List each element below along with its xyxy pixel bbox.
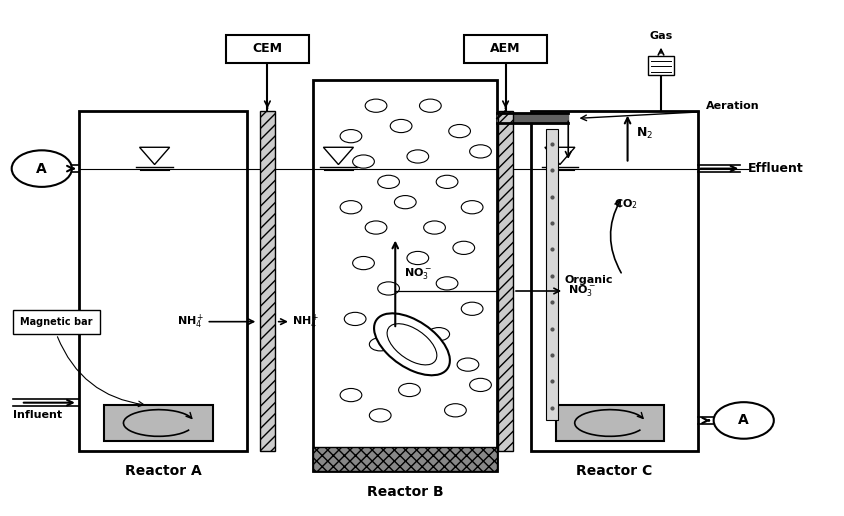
Circle shape: [12, 150, 72, 187]
Circle shape: [453, 241, 474, 254]
Circle shape: [428, 328, 450, 341]
Bar: [313, 447, 497, 471]
Bar: [313, 80, 497, 471]
Circle shape: [370, 337, 391, 351]
Bar: [13, 310, 100, 334]
Ellipse shape: [374, 313, 450, 375]
Text: Reactor A: Reactor A: [125, 464, 202, 478]
Circle shape: [436, 175, 458, 188]
Circle shape: [407, 251, 429, 265]
Text: Organic: Organic: [564, 276, 613, 285]
Text: CO$_2$: CO$_2$: [614, 197, 638, 211]
Text: Magnetic bar: Magnetic bar: [20, 317, 93, 327]
Text: Aeration: Aeration: [706, 101, 760, 111]
Text: NO$_3^-$: NO$_3^-$: [403, 266, 431, 281]
Circle shape: [407, 150, 429, 163]
Circle shape: [469, 378, 491, 392]
Circle shape: [714, 402, 774, 439]
Circle shape: [436, 277, 458, 290]
Circle shape: [340, 389, 362, 401]
Text: NO$_3^-$: NO$_3^-$: [568, 283, 596, 298]
Circle shape: [365, 99, 387, 112]
Bar: [647, 56, 674, 75]
Circle shape: [344, 312, 366, 326]
Circle shape: [390, 119, 412, 133]
Text: A: A: [36, 162, 47, 175]
Bar: [464, 35, 548, 62]
Circle shape: [353, 256, 375, 270]
Text: Influent: Influent: [13, 410, 62, 421]
Bar: [555, 405, 664, 441]
Text: NH$_4^+$: NH$_4^+$: [177, 313, 205, 331]
Bar: [546, 128, 558, 421]
Bar: [531, 111, 698, 451]
Circle shape: [353, 155, 375, 168]
Text: Reactor B: Reactor B: [367, 485, 444, 498]
Bar: [105, 405, 213, 441]
Circle shape: [340, 201, 362, 214]
Text: CEM: CEM: [252, 42, 283, 55]
Circle shape: [394, 196, 416, 209]
Text: Effluent: Effluent: [748, 162, 803, 175]
Circle shape: [370, 409, 391, 422]
Circle shape: [469, 145, 491, 158]
Bar: [260, 111, 275, 451]
Circle shape: [449, 124, 470, 138]
Bar: [498, 111, 513, 451]
Text: Gas: Gas: [649, 31, 673, 41]
Text: Reactor C: Reactor C: [576, 464, 652, 478]
Text: N$_2$: N$_2$: [636, 125, 653, 141]
Circle shape: [365, 221, 387, 234]
Circle shape: [462, 201, 483, 214]
Ellipse shape: [387, 324, 437, 365]
Bar: [225, 35, 309, 62]
Circle shape: [424, 221, 446, 234]
Circle shape: [398, 383, 420, 397]
Bar: [79, 111, 246, 451]
Circle shape: [378, 175, 399, 188]
Circle shape: [340, 130, 362, 143]
Circle shape: [378, 282, 399, 295]
Circle shape: [462, 302, 483, 315]
Text: A: A: [738, 413, 749, 427]
Circle shape: [419, 99, 441, 112]
Circle shape: [445, 404, 466, 417]
Text: AEM: AEM: [490, 42, 521, 55]
Circle shape: [457, 358, 479, 371]
Text: NH$_4^+$: NH$_4^+$: [293, 313, 320, 331]
